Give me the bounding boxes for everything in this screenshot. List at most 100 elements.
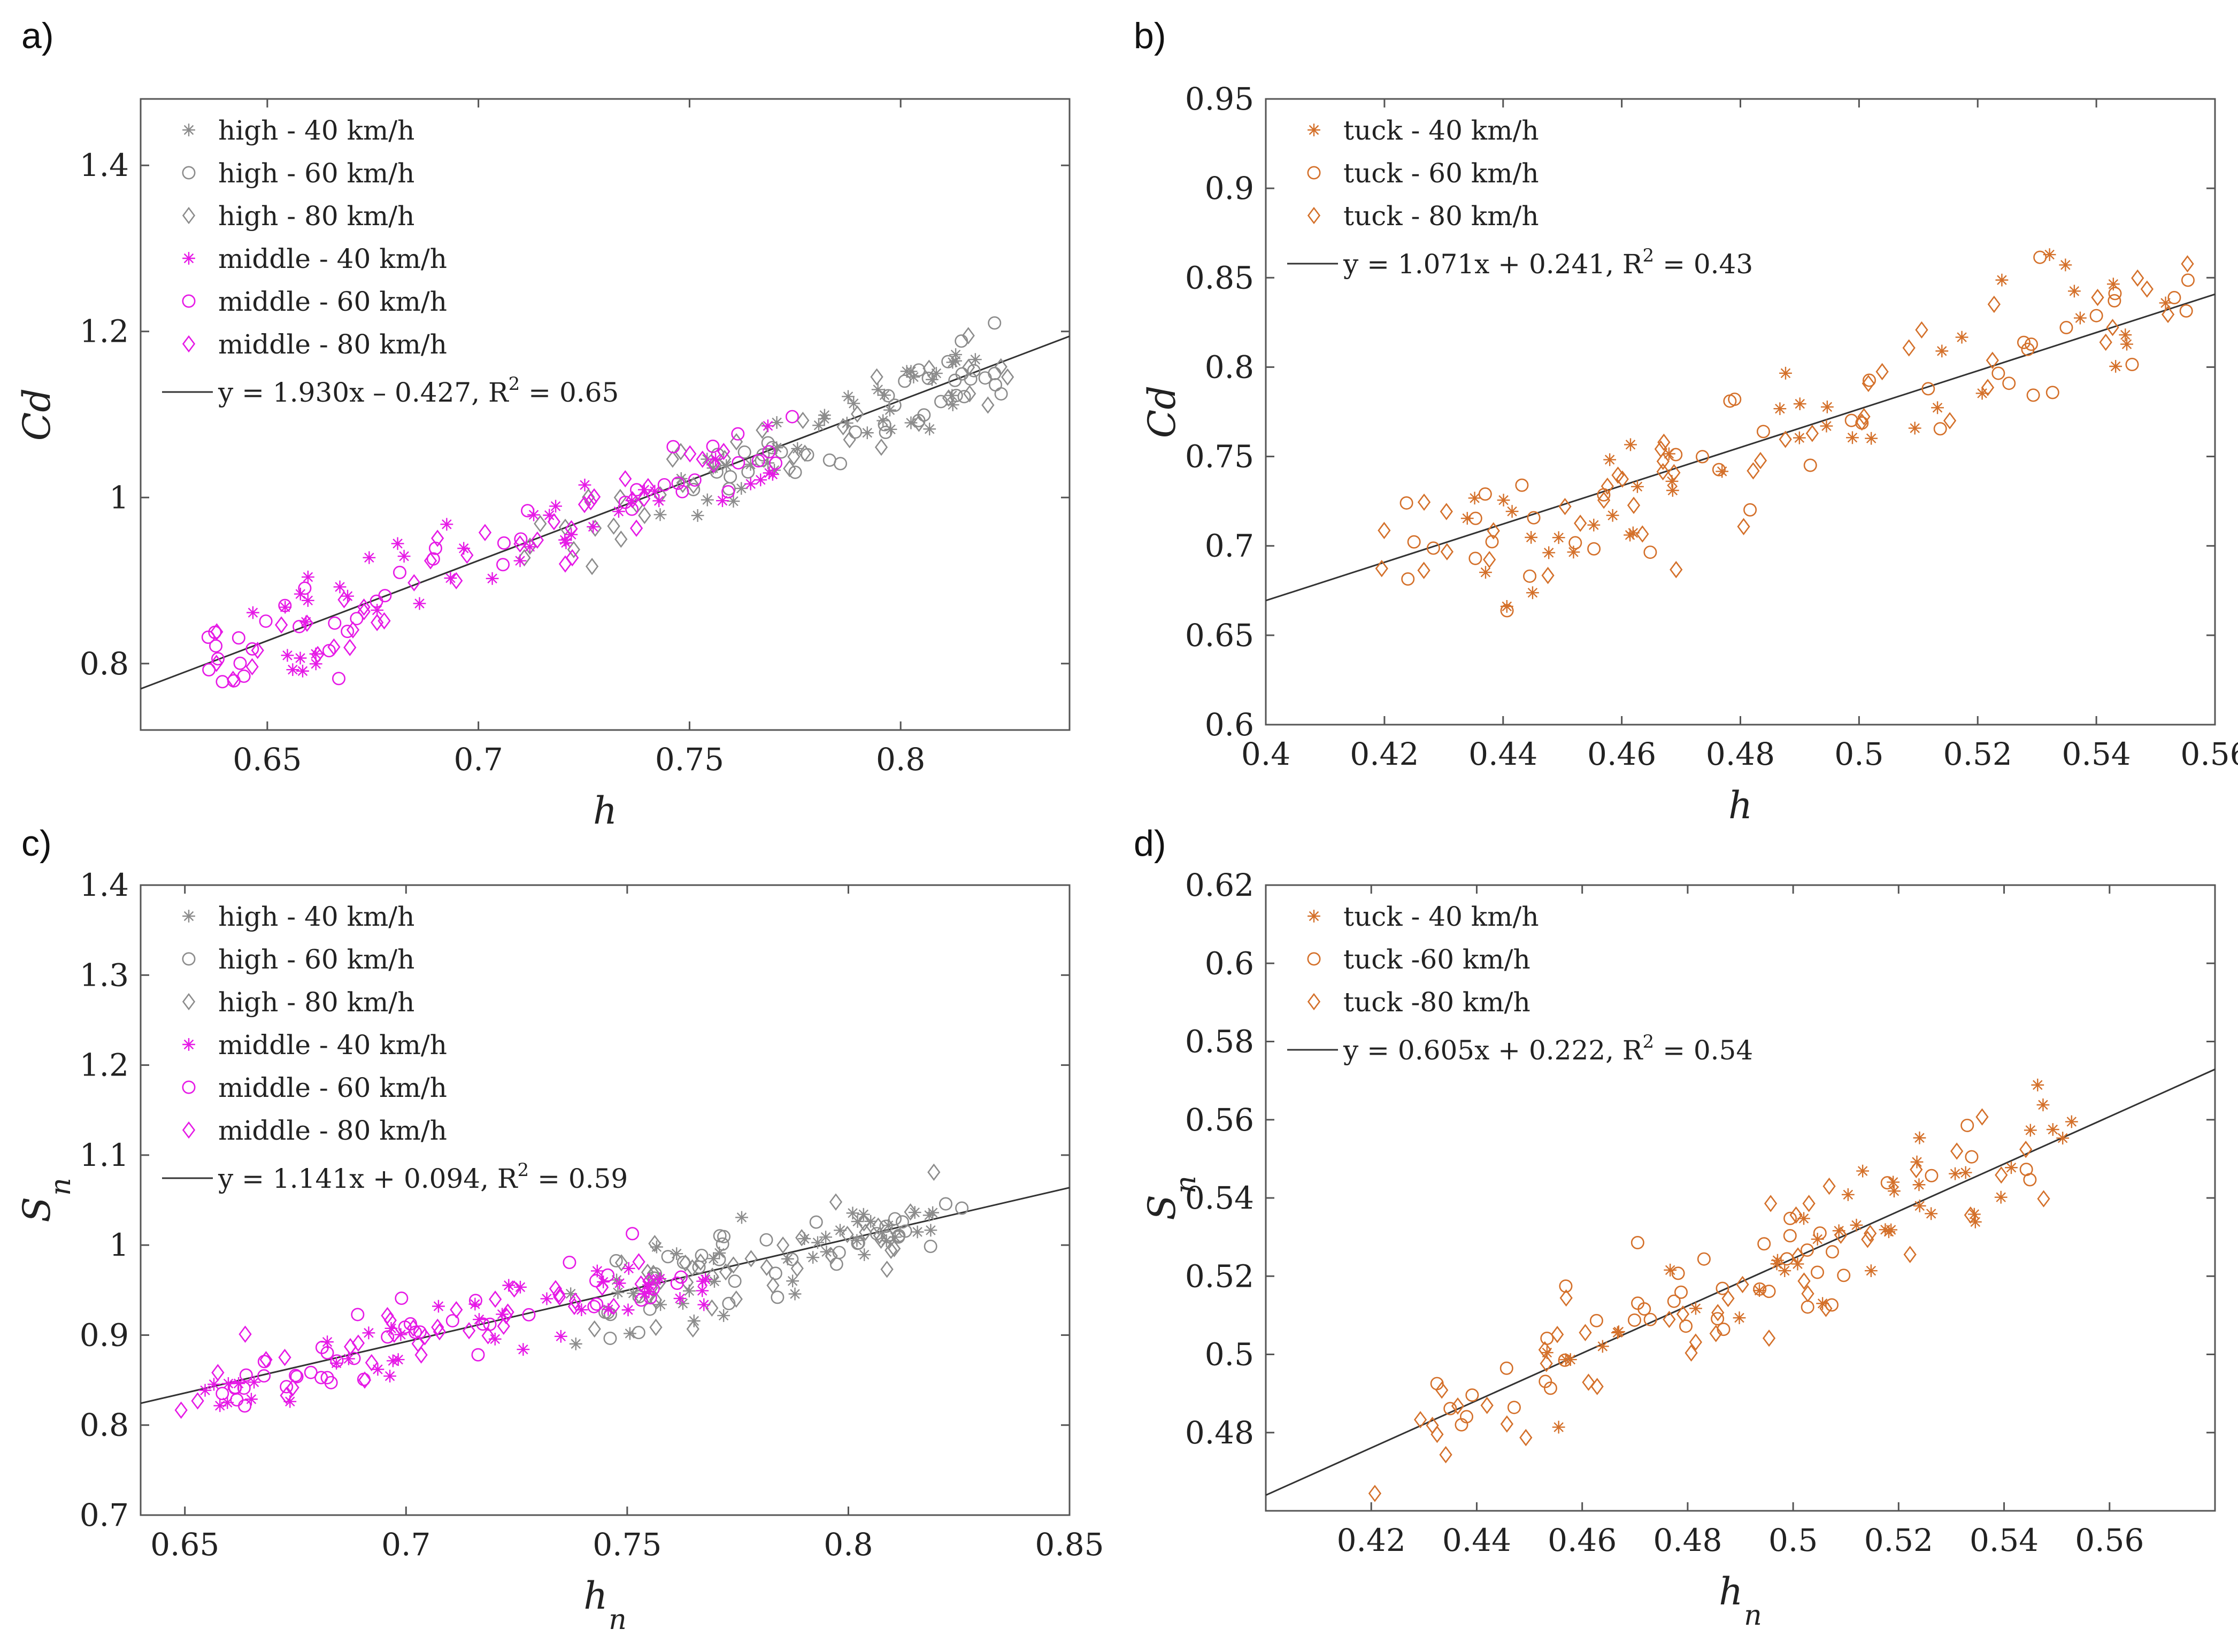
data-point bbox=[787, 448, 801, 466]
data-point bbox=[822, 453, 836, 467]
data-point bbox=[394, 1328, 407, 1341]
data-point bbox=[226, 671, 240, 688]
data-point bbox=[968, 353, 982, 366]
data-point bbox=[251, 641, 264, 659]
data-point bbox=[705, 1267, 719, 1285]
data-point bbox=[590, 1264, 604, 1278]
data-point bbox=[885, 1241, 898, 1259]
y-tick-label: 1.2 bbox=[80, 313, 129, 350]
data-point bbox=[783, 459, 796, 478]
data-point bbox=[358, 1371, 372, 1389]
data-point bbox=[781, 1253, 794, 1265]
data-point bbox=[614, 1254, 628, 1272]
data-point bbox=[731, 427, 745, 441]
data-point bbox=[942, 389, 956, 407]
data-point bbox=[2099, 333, 2112, 351]
data-point bbox=[675, 485, 689, 498]
data-point bbox=[761, 436, 775, 450]
data-point bbox=[174, 1401, 188, 1419]
data-point bbox=[191, 1392, 204, 1410]
data-point bbox=[888, 1212, 902, 1226]
data-point bbox=[1913, 1199, 1926, 1212]
data-point bbox=[957, 390, 971, 404]
data-point bbox=[2181, 273, 2195, 287]
data-point bbox=[812, 419, 825, 432]
y-tick-label: 0.75 bbox=[1185, 439, 1254, 475]
data-point bbox=[907, 371, 920, 383]
data-point bbox=[760, 1258, 773, 1276]
data-point bbox=[712, 1253, 726, 1266]
data-point bbox=[691, 509, 704, 522]
x-tick-label: 0.5 bbox=[1834, 736, 1883, 772]
data-point bbox=[1757, 1237, 1771, 1251]
data-point bbox=[1789, 1206, 1803, 1224]
data-point bbox=[245, 658, 259, 675]
data-point bbox=[1663, 447, 1675, 460]
data-point bbox=[496, 558, 510, 572]
data-point bbox=[1500, 1415, 1513, 1433]
data-point bbox=[602, 1303, 615, 1316]
data-point bbox=[298, 581, 312, 595]
data-point bbox=[785, 410, 799, 424]
data-point bbox=[653, 1272, 666, 1285]
data-point bbox=[744, 458, 757, 471]
data-point bbox=[322, 644, 336, 658]
data-point bbox=[1689, 1333, 1703, 1351]
data-point bbox=[1643, 1312, 1657, 1326]
data-point bbox=[649, 1291, 663, 1309]
data-point bbox=[696, 1284, 709, 1297]
data-point bbox=[1697, 1252, 1711, 1266]
data-point bbox=[657, 478, 671, 491]
data-point bbox=[1933, 422, 1947, 436]
legend-marker bbox=[182, 252, 195, 265]
data-point bbox=[1716, 465, 1729, 478]
data-point bbox=[727, 495, 740, 508]
data-point bbox=[2140, 280, 2154, 298]
data-point bbox=[289, 1369, 303, 1382]
data-point bbox=[1597, 491, 1611, 509]
data-point bbox=[707, 456, 720, 473]
data-point bbox=[641, 478, 655, 496]
data-point bbox=[350, 612, 364, 626]
fit-line bbox=[1266, 1069, 2215, 1496]
data-point bbox=[2002, 376, 2016, 390]
x-tick-label: 0.85 bbox=[1035, 1526, 1104, 1563]
data-point bbox=[898, 374, 912, 388]
legend-entry: middle - 80 km/h bbox=[218, 329, 447, 360]
data-point bbox=[941, 355, 955, 368]
y-tick-label: 0.9 bbox=[80, 1317, 129, 1353]
legend-entry: tuck -80 km/h bbox=[1343, 987, 1531, 1018]
data-point bbox=[836, 418, 850, 436]
x-tick-label: 0.8 bbox=[824, 1526, 873, 1563]
data-point bbox=[247, 606, 259, 619]
data-point bbox=[904, 416, 918, 429]
y-axis-label-subscript: n bbox=[1170, 1175, 1202, 1194]
data-point bbox=[1401, 572, 1415, 586]
data-point bbox=[1967, 1208, 1981, 1221]
data-point bbox=[1657, 433, 1671, 451]
data-point bbox=[207, 1378, 220, 1391]
y-tick-label: 1.1 bbox=[80, 1137, 129, 1173]
y-tick-label: 0.8 bbox=[1205, 349, 1254, 385]
data-point bbox=[666, 440, 680, 454]
data-point bbox=[1540, 1346, 1553, 1359]
data-point bbox=[1850, 1218, 1863, 1232]
data-point bbox=[521, 504, 535, 518]
data-point bbox=[1875, 363, 1889, 381]
data-point bbox=[1426, 541, 1440, 555]
data-point bbox=[934, 395, 948, 409]
x-tick-label: 0.5 bbox=[1768, 1522, 1818, 1558]
data-point bbox=[670, 1247, 683, 1261]
data-point bbox=[786, 1274, 799, 1288]
data-point bbox=[2065, 1115, 2078, 1128]
data-point bbox=[880, 1261, 894, 1278]
legend-entry: middle - 60 km/h bbox=[218, 1072, 447, 1103]
data-point bbox=[450, 572, 463, 590]
data-point bbox=[1771, 1254, 1784, 1267]
fit-line bbox=[141, 1187, 1070, 1404]
data-point bbox=[330, 1357, 343, 1370]
data-point bbox=[857, 1208, 870, 1221]
data-point bbox=[514, 532, 528, 546]
data-point bbox=[630, 483, 644, 497]
data-point bbox=[1399, 496, 1413, 510]
